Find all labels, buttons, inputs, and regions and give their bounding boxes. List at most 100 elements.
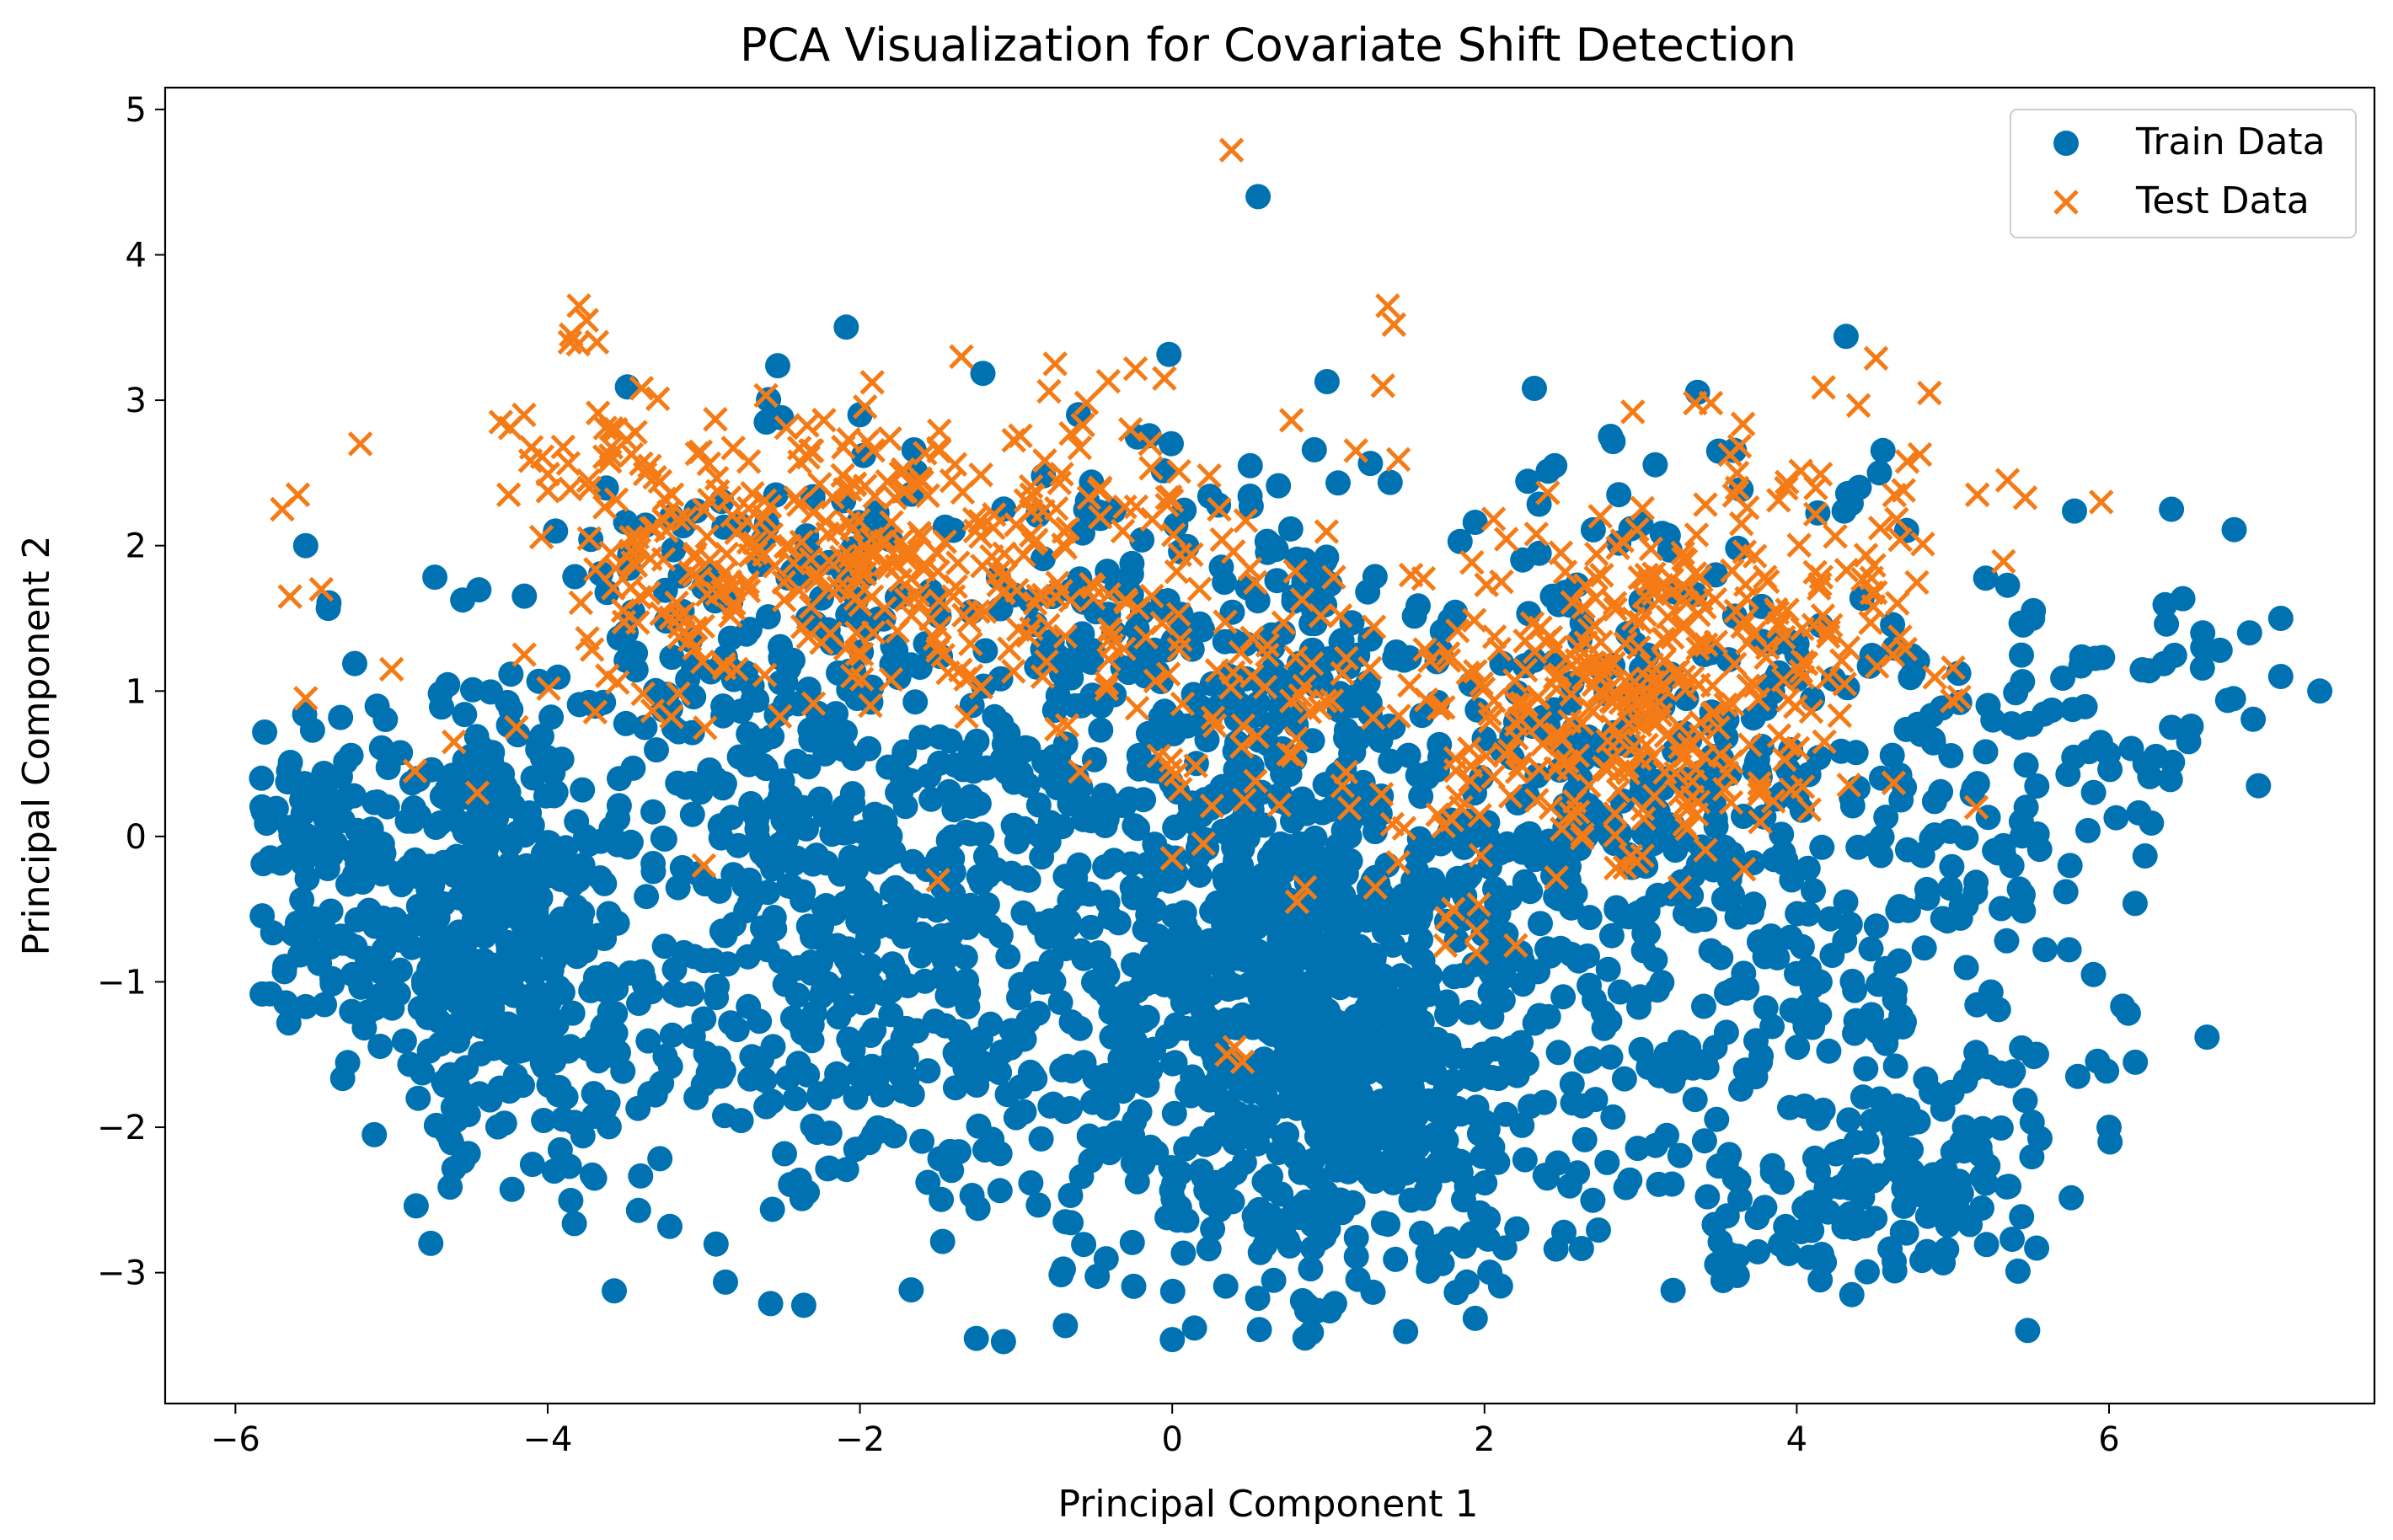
train-point [405, 1085, 431, 1111]
test-point [688, 439, 714, 465]
legend-box [2010, 109, 2357, 238]
train-point [931, 948, 957, 974]
train-point [1893, 1220, 1919, 1246]
test-point [773, 533, 799, 559]
train-point [782, 1086, 808, 1112]
train-point [1672, 901, 1698, 927]
train-point [751, 753, 777, 778]
test-point [1815, 665, 1841, 690]
train-point [1702, 1035, 1728, 1061]
test-point [659, 482, 685, 507]
train-point [840, 790, 866, 816]
test-point [1166, 458, 1191, 484]
train-point [736, 890, 763, 917]
train-point [739, 1044, 765, 1070]
train-point [1119, 874, 1145, 901]
train-point [2009, 1204, 2035, 1230]
train-point [929, 1186, 955, 1212]
train-point [1015, 735, 1041, 762]
train-point [942, 1075, 968, 1101]
train-point [1682, 1087, 1708, 1113]
train-point [856, 735, 882, 762]
test-point [1432, 933, 1459, 959]
train-point [806, 1081, 832, 1107]
train-point [1361, 946, 1387, 972]
test-point [922, 626, 948, 651]
train-point [2267, 606, 2294, 631]
train-point [463, 911, 489, 937]
train-point [1801, 1145, 1828, 1171]
train-point [2032, 937, 2058, 963]
test-point [1583, 565, 1609, 591]
test-point [724, 656, 749, 682]
test-point [517, 448, 543, 473]
test-point [945, 550, 971, 575]
train-point [1818, 906, 1844, 932]
test-point [1477, 701, 1502, 727]
train-point [570, 777, 596, 803]
train-point [1443, 927, 1470, 953]
test-point [1124, 695, 1150, 721]
train-point [1346, 1011, 1372, 1037]
test-point [1721, 483, 1748, 508]
y-tick-label: 3 [126, 382, 147, 420]
test-point [1255, 633, 1281, 658]
train-point [1475, 824, 1501, 850]
test-point [789, 529, 815, 555]
test-point [1671, 611, 1697, 637]
train-point [1432, 1158, 1458, 1184]
test-point [1138, 431, 1163, 457]
train-point [299, 717, 325, 743]
train-point [1568, 1236, 1594, 1261]
test-point [736, 495, 762, 521]
train-point [784, 982, 811, 1008]
test-point [1774, 469, 1800, 495]
train-point [367, 906, 393, 933]
test-point [1233, 508, 1259, 533]
test-point [752, 662, 778, 687]
test-point [1448, 794, 1474, 821]
test-point [1112, 494, 1138, 520]
train-point [1186, 862, 1213, 888]
train-point [529, 1050, 555, 1076]
test-point [1444, 618, 1470, 644]
test-point [1881, 770, 1907, 796]
test-point [1815, 623, 1841, 650]
train-point [1871, 1028, 1898, 1054]
test-point [1724, 475, 1750, 501]
test-point [1245, 724, 1270, 750]
test-point [1625, 517, 1650, 543]
train-point [1213, 1273, 1239, 1299]
train-point [1879, 742, 1905, 768]
train-point [1504, 1062, 1530, 1088]
train-point [358, 816, 384, 842]
test-point [961, 506, 988, 532]
test-point [1712, 777, 1737, 802]
train-point [1293, 972, 1320, 998]
train-point [351, 1015, 377, 1041]
train-point [935, 827, 961, 853]
test-point [645, 386, 671, 412]
test-point [495, 482, 522, 508]
train-point [891, 739, 918, 765]
train-point [2097, 757, 2123, 783]
test-point [1603, 801, 1628, 826]
train-point [2090, 644, 2116, 671]
train-point [581, 1165, 608, 1191]
train-point [1400, 1075, 1425, 1101]
train-point [1159, 430, 1184, 457]
train-point [1888, 1003, 1914, 1029]
test-point [1673, 548, 1699, 574]
test-point [1425, 802, 1450, 827]
train-point [1617, 1167, 1643, 1193]
train-point [1994, 928, 2020, 954]
train-point [1143, 1140, 1170, 1166]
train-point [316, 590, 342, 616]
train-point [815, 1156, 841, 1182]
train-point [1667, 1142, 1693, 1168]
test-point [1431, 695, 1456, 720]
test-point [1845, 393, 1871, 419]
train-point [1598, 922, 1625, 949]
test-point [1080, 586, 1106, 611]
